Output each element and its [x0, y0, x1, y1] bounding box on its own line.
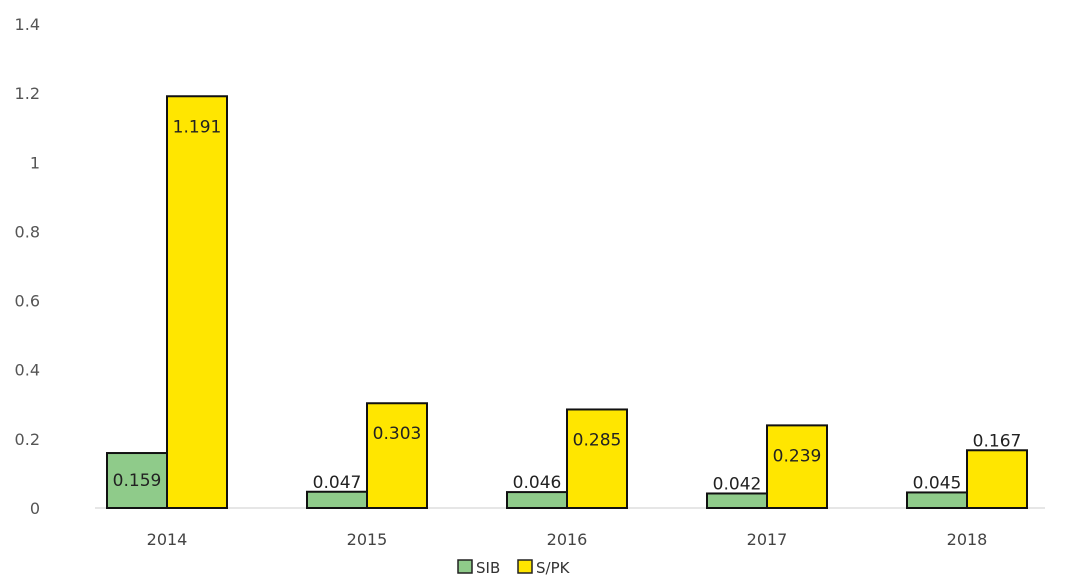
legend-label: S/PK — [536, 559, 571, 577]
data-label: 0.047 — [313, 473, 362, 493]
data-label: 0.159 — [113, 471, 162, 491]
data-label: 1.191 — [173, 117, 222, 137]
y-tick-label: 1.4 — [15, 15, 40, 34]
data-label: 0.045 — [913, 473, 962, 493]
data-label: 0.303 — [373, 424, 422, 444]
data-label: 0.042 — [713, 474, 762, 494]
y-tick-label: 1.2 — [15, 84, 40, 103]
bar-s-pk-2017 — [766, 424, 828, 510]
legend-swatch — [517, 559, 533, 574]
y-axis: 0 0.2 0.4 0.6 0.8 1 1.2 1.4 — [15, 15, 40, 518]
x-tick-label: 2016 — [547, 530, 588, 549]
x-axis: 2014 2015 2016 2017 2018 — [147, 530, 988, 549]
legend-swatch — [457, 559, 473, 574]
bar-sib-2017 — [706, 492, 768, 510]
x-tick-label: 2015 — [347, 530, 388, 549]
bar-s-pk-2016 — [566, 408, 628, 510]
bar-sib-2015 — [306, 490, 368, 510]
x-tick-label: 2014 — [147, 530, 188, 549]
y-tick-label: 0 — [30, 499, 40, 518]
y-tick-label: 0.4 — [15, 361, 40, 380]
data-label: 0.046 — [513, 473, 562, 493]
bar-sib-2016 — [506, 491, 568, 509]
legend-label: SIB — [476, 559, 500, 577]
y-tick-label: 0.6 — [15, 292, 40, 311]
data-label: 0.167 — [973, 431, 1022, 451]
data-label: 0.239 — [773, 446, 822, 466]
y-tick-label: 1 — [30, 153, 40, 172]
x-tick-label: 2018 — [947, 530, 988, 549]
y-tick-label: 0.8 — [15, 222, 40, 241]
bar-s-pk-2018 — [966, 449, 1028, 510]
bar-s-pk-2014 — [166, 95, 228, 510]
data-labels: 0.159 1.191 0.047 0.303 0.046 0.285 0.042 0.239… — [113, 117, 1022, 494]
y-tick-label: 0.2 — [15, 430, 40, 449]
legend: SIB S/PK — [457, 559, 571, 577]
bar-s-pk-2015 — [366, 402, 428, 509]
bars — [106, 95, 1028, 510]
x-tick-label: 2017 — [747, 530, 788, 549]
bar-sib-2018 — [906, 491, 968, 510]
data-label: 0.285 — [573, 430, 622, 450]
